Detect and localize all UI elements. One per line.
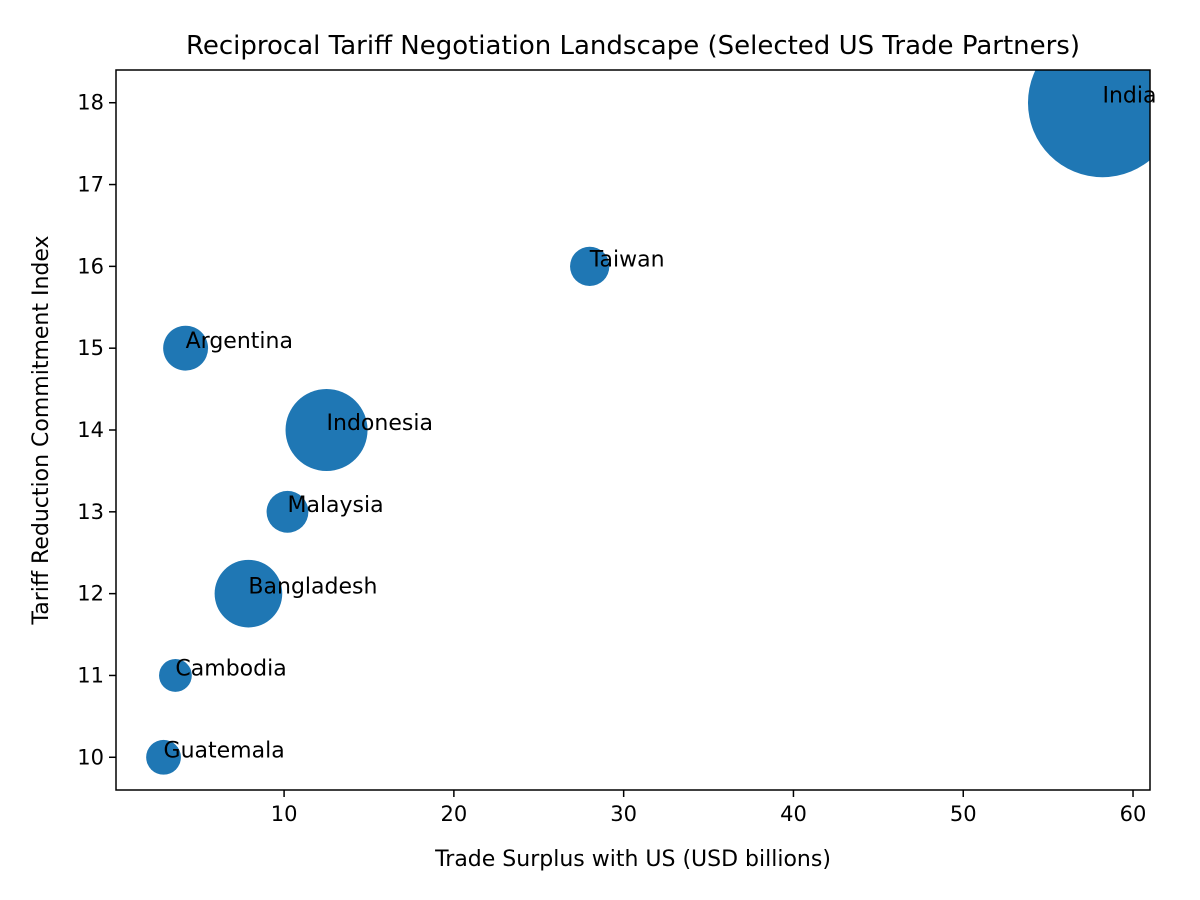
point-label-layer: Guatemala Cambodia Bangladesh Malaysia Indon… (164, 84, 1157, 764)
point-label: Malaysia (287, 493, 383, 518)
bubble-point (266, 490, 309, 533)
y-tick-label: 10 (77, 745, 104, 769)
bubble-point (1028, 70, 1150, 178)
x-tick-label: 60 (1120, 802, 1147, 826)
bubble-point (163, 325, 209, 371)
bubble-point (159, 659, 192, 692)
bubble-layer (146, 70, 1150, 775)
x-tick-label: 10 (271, 802, 298, 826)
y-tick-label: 15 (77, 336, 104, 360)
point-label: Bangladesh (248, 575, 377, 600)
bubble-point (285, 389, 368, 471)
point-label: Argentina (186, 329, 293, 354)
x-tick-label: 20 (441, 802, 468, 826)
bubble-point (146, 739, 181, 775)
y-tick-label: 17 (77, 173, 104, 197)
x-tick-label: 50 (950, 802, 977, 826)
point-label: India (1102, 84, 1156, 109)
y-tick-label: 16 (77, 254, 104, 278)
chart-title: Reciprocal Tariff Negotiation Landscape … (186, 31, 1080, 61)
point-label: Cambodia (175, 656, 286, 681)
y-tick-label: 12 (77, 582, 104, 606)
y-axis: 10 11 12 13 14 15 16 17 18 (77, 91, 116, 769)
x-axis-label: Trade Surplus with US (USD billions) (434, 847, 831, 872)
bubble-point (570, 246, 610, 287)
y-tick-label: 11 (77, 663, 104, 687)
y-tick-label: 13 (77, 500, 104, 524)
point-label: Taiwan (589, 247, 665, 272)
x-axis: 10 20 30 40 50 60 (271, 790, 1147, 826)
y-tick-label: 14 (77, 418, 104, 442)
y-axis-label: Tariff Reduction Commitment Index (29, 235, 54, 625)
y-tick-label: 18 (77, 91, 104, 115)
point-label: Indonesia (327, 411, 433, 436)
plot-frame (115, 69, 1151, 791)
point-label: Guatemala (164, 738, 285, 763)
x-tick-label: 30 (610, 802, 637, 826)
bubble-point (214, 559, 283, 628)
x-tick-label: 40 (780, 802, 807, 826)
